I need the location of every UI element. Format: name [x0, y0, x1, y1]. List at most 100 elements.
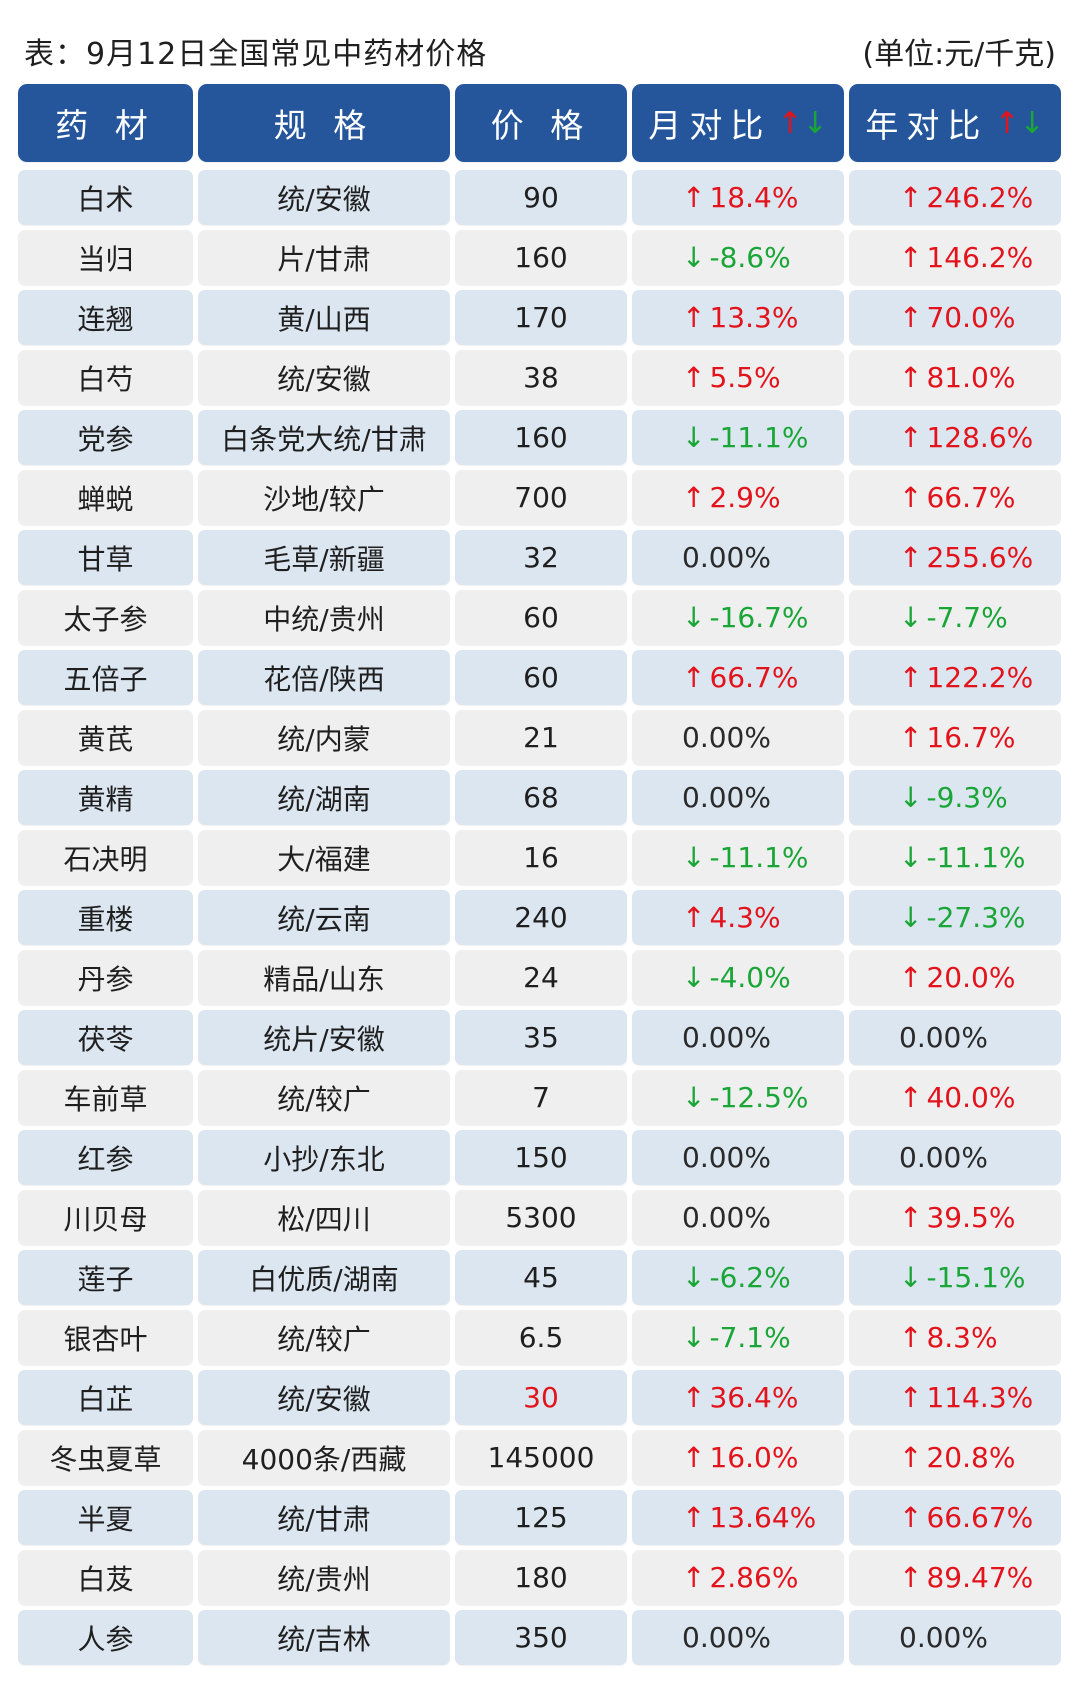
cell-month: 0.00%	[632, 1130, 844, 1185]
cell-spec: 白条党大统/甘肃	[198, 410, 450, 465]
cell-year: ↓ -15.1%	[849, 1250, 1061, 1305]
cell-spec: 统/安徽	[198, 170, 450, 225]
table-row: 党参 白条党大统/甘肃 160 ↓ -11.1% ↑ 128.6%	[18, 410, 1061, 465]
cell-spec: 松/四川	[198, 1190, 450, 1245]
arrow-up-icon: ↑	[682, 181, 706, 214]
cell-year: ↓ -11.1%	[849, 830, 1061, 885]
cell-month: 0.00%	[632, 710, 844, 765]
cell-month: ↑ 13.3%	[632, 290, 844, 345]
cell-month: ↓ -11.1%	[632, 830, 844, 885]
change-value: 5.5%	[709, 361, 781, 394]
cell-year: ↑ 39.5%	[849, 1190, 1061, 1245]
cell-name: 重楼	[18, 890, 193, 945]
cell-name: 连翘	[18, 290, 193, 345]
table-row: 人参 统/吉林 350 0.00% 0.00%	[18, 1610, 1061, 1665]
cell-month: ↓ -16.7%	[632, 590, 844, 645]
change-value: 13.3%	[709, 301, 799, 334]
cell-price: 16	[455, 830, 627, 885]
cell-month: ↓ -12.5%	[632, 1070, 844, 1125]
cell-name: 党参	[18, 410, 193, 465]
arrow-down-icon: ↓	[899, 781, 923, 814]
cell-price: 7	[455, 1070, 627, 1125]
arrow-up-icon: ↑	[899, 241, 923, 274]
cell-spec: 统/湖南	[198, 770, 450, 825]
cell-month: ↑ 5.5%	[632, 350, 844, 405]
cell-price: 700	[455, 470, 627, 525]
arrow-up-icon: ↑	[682, 901, 706, 934]
table-row: 白术 统/安徽 90 ↑ 18.4% ↑ 246.2%	[18, 170, 1061, 225]
cell-spec: 统/较广	[198, 1310, 450, 1365]
cell-price: 125	[455, 1490, 627, 1545]
cell-month: ↓ -8.6%	[632, 230, 844, 285]
change-value: 0.00%	[899, 1021, 988, 1054]
cell-name: 白芷	[18, 1370, 193, 1425]
cell-month: 0.00%	[632, 1610, 844, 1665]
cell-month: ↑ 66.7%	[632, 650, 844, 705]
up-down-arrows-icon: ↑↓	[994, 105, 1045, 141]
cell-name: 蝉蜕	[18, 470, 193, 525]
cell-month: 0.00%	[632, 1010, 844, 1065]
cell-year: ↑ 16.7%	[849, 710, 1061, 765]
cell-month: ↑ 13.64%	[632, 1490, 844, 1545]
arrow-up-icon: ↑	[899, 1561, 923, 1594]
cell-month: ↑ 18.4%	[632, 170, 844, 225]
cell-price: 6.5	[455, 1310, 627, 1365]
change-value: 70.0%	[926, 301, 1016, 334]
cell-spec: 4000条/西藏	[198, 1430, 450, 1485]
cell-year: ↑ 66.67%	[849, 1490, 1061, 1545]
table-row: 冬虫夏草 4000条/西藏 145000 ↑ 16.0% ↑ 20.8%	[18, 1430, 1061, 1485]
header-year: 年对比 ↑↓	[849, 84, 1061, 162]
change-value: 36.4%	[709, 1381, 799, 1414]
change-value: 0.00%	[682, 1201, 771, 1234]
change-value: 13.64%	[709, 1501, 817, 1534]
cell-name: 五倍子	[18, 650, 193, 705]
arrow-down-icon: ↓	[682, 841, 706, 874]
arrow-down-icon: ↓	[899, 901, 923, 934]
cell-spec: 大/福建	[198, 830, 450, 885]
cell-price: 21	[455, 710, 627, 765]
change-value: -16.7%	[709, 601, 809, 634]
cell-price: 5300	[455, 1190, 627, 1245]
table-row: 连翘 黄/山西 170 ↑ 13.3% ↑ 70.0%	[18, 290, 1061, 345]
change-value: 8.3%	[926, 1321, 998, 1354]
table-row: 当归 片/甘肃 160 ↓ -8.6% ↑ 146.2%	[18, 230, 1061, 285]
cell-price: 30	[455, 1370, 627, 1425]
cell-spec: 小抄/东北	[198, 1130, 450, 1185]
cell-year: ↑ 66.7%	[849, 470, 1061, 525]
change-value: -8.6%	[709, 241, 791, 274]
change-value: -6.2%	[709, 1261, 791, 1294]
cell-price: 160	[455, 410, 627, 465]
cell-spec: 白优质/湖南	[198, 1250, 450, 1305]
cell-name: 冬虫夏草	[18, 1430, 193, 1485]
arrow-up-icon: ↑	[899, 1381, 923, 1414]
arrow-down-icon: ↓	[682, 961, 706, 994]
change-value: 20.8%	[926, 1441, 1016, 1474]
change-value: -12.5%	[709, 1081, 809, 1114]
table-row: 五倍子 花倍/陕西 60 ↑ 66.7% ↑ 122.2%	[18, 650, 1061, 705]
title-bar: 表：9月12日全国常见中药材价格 (单位:元/千克)	[24, 28, 1056, 74]
cell-month: 0.00%	[632, 530, 844, 585]
cell-month: ↑ 2.9%	[632, 470, 844, 525]
cell-month: ↑ 36.4%	[632, 1370, 844, 1425]
cell-price: 35	[455, 1010, 627, 1065]
change-value: 4.3%	[709, 901, 781, 934]
change-value: -7.1%	[709, 1321, 791, 1354]
change-value: 0.00%	[682, 1141, 771, 1174]
cell-name: 白术	[18, 170, 193, 225]
arrow-up-icon: ↑	[899, 1441, 923, 1474]
unit-label: (单位:元/千克)	[862, 37, 1056, 72]
arrow-down-icon: ↓	[899, 601, 923, 634]
arrow-up-icon: ↑	[682, 1561, 706, 1594]
cell-spec: 片/甘肃	[198, 230, 450, 285]
header-spec: 规 格	[198, 84, 450, 162]
cell-name: 白芍	[18, 350, 193, 405]
arrow-up-icon: ↑	[899, 301, 923, 334]
change-value: 0.00%	[899, 1621, 988, 1654]
change-value: -15.1%	[926, 1261, 1026, 1294]
arrow-up-icon: ↑	[682, 661, 706, 694]
arrow-up-icon: ↑	[899, 721, 923, 754]
cell-spec: 统/安徽	[198, 350, 450, 405]
cell-month: ↑ 2.86%	[632, 1550, 844, 1605]
change-value: 66.67%	[926, 1501, 1034, 1534]
cell-name: 石决明	[18, 830, 193, 885]
